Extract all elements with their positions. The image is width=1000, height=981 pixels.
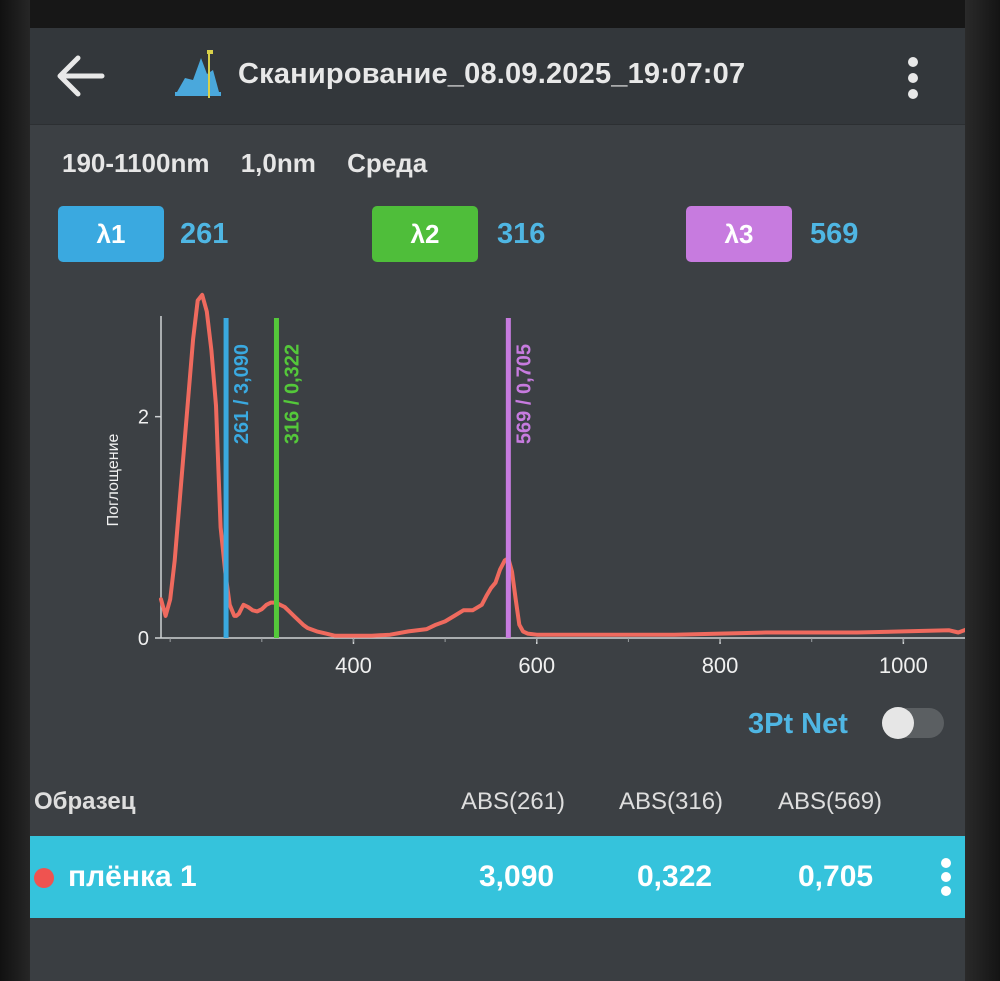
lambda1-value[interactable]: 261	[180, 218, 229, 250]
row-more-options-icon[interactable]	[936, 856, 956, 902]
x-tick-label: 400	[335, 653, 372, 678]
y-tick-label: 2	[138, 407, 149, 429]
spectrum-chart[interactable]: 400 600 800 1000 0 2 Длина волны Поглощение 261 …	[60, 278, 965, 714]
column-header-abs-1: ABS(261)	[461, 788, 566, 815]
abs-value-1: 3,090	[479, 860, 555, 893]
lambda1-label: λ1	[96, 218, 126, 249]
sample-name: плёнка 1	[68, 860, 197, 893]
table-row[interactable]: плёнка 1 3,090 0,322 0,705	[30, 836, 965, 918]
marker-label-2: 316 / 0,322	[281, 344, 303, 444]
x-axis-label: Длина волны	[519, 695, 623, 698]
toggle-knob	[882, 707, 914, 739]
table-empty-area	[30, 918, 965, 981]
column-header-abs-3: ABS(569)	[778, 788, 883, 815]
device-bezel-left	[0, 0, 30, 981]
abs-value-3: 0,705	[798, 860, 874, 893]
spectrum-series-line	[159, 292, 965, 638]
lambda3-label: λ3	[724, 218, 754, 249]
wavelength-range: 190-1100nm	[62, 148, 210, 178]
three-point-net-toggle[interactable]	[882, 707, 944, 739]
measurement-mode: Среда	[347, 148, 428, 178]
more-options-icon[interactable]	[898, 54, 928, 102]
app-screen: Сканирование_08.09.2025_19:07:07 190-110…	[30, 28, 965, 981]
x-tick-label: 1000	[879, 653, 928, 678]
scan-spectrum-icon	[173, 48, 223, 102]
lambda2-label: λ2	[410, 218, 440, 249]
scan-parameters: 190-1100nm 1,0nm Среда	[62, 148, 451, 179]
marker-label-1: 261 / 3,090	[231, 344, 253, 444]
device-bezel-top	[0, 0, 1000, 28]
back-arrow-icon[interactable]	[54, 54, 106, 98]
lambda1-button[interactable]: λ1	[58, 206, 164, 262]
lambda2-button[interactable]: λ2	[372, 206, 478, 262]
marker-label-3: 569 / 0,705	[513, 344, 535, 444]
wavelength-step: 1,0nm	[240, 148, 316, 178]
results-table-header: Образец ABS(261) ABS(316) ABS(569)	[30, 778, 965, 830]
lambda2-value[interactable]: 316	[497, 218, 546, 250]
column-header-abs-2: ABS(316)	[619, 788, 724, 815]
sample-color-dot	[34, 868, 54, 888]
lambda3-value[interactable]: 569	[810, 218, 859, 250]
x-tick-label: 600	[518, 653, 555, 678]
x-tick-label: 800	[702, 653, 739, 678]
y-axis-label: Поглощение	[105, 433, 122, 526]
top-app-bar: Сканирование_08.09.2025_19:07:07	[30, 28, 965, 125]
page-title: Сканирование_08.09.2025_19:07:07	[238, 58, 746, 90]
y-tick-label: 0	[138, 628, 149, 650]
lambda3-button[interactable]: λ3	[686, 206, 792, 262]
device-bezel-right	[965, 0, 1000, 981]
abs-value-2: 0,322	[637, 860, 713, 893]
column-header-sample: Образец	[34, 788, 136, 815]
three-point-net-label: 3Pt Net	[748, 708, 848, 740]
